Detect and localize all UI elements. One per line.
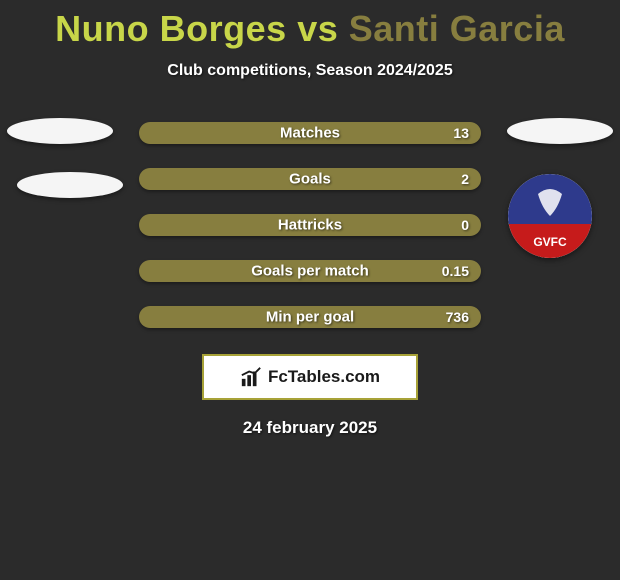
bar-value-right: 0.15 [442,263,469,279]
stat-bar: Goals 2 [139,168,481,190]
bar-label: Goals [289,171,331,188]
date-text: 24 february 2025 [0,418,620,438]
chart-area: GVFC Matches 13 Goals 2 Hattricks 0 Goals per … [0,122,620,438]
player2-avatar-placeholder [507,118,613,144]
brand-box: FcTables.com [202,354,418,400]
subtitle: Club competitions, Season 2024/2025 [0,62,620,80]
stat-bar: Matches 13 [139,122,481,144]
stat-bar: Hattricks 0 [139,214,481,236]
bar-value-right: 2 [461,171,469,187]
title-player2: Santi Garcia [349,8,565,49]
bar-value-right: 13 [453,125,469,141]
bar-value-right: 0 [461,217,469,233]
stat-bars: Matches 13 Goals 2 Hattricks 0 Goals per match… [139,122,481,328]
brand-text: FcTables.com [268,367,380,387]
page-title: Nuno Borges vs Santi Garcia [0,0,620,50]
bar-label: Min per goal [266,309,354,326]
club-badge-text: GVFC [533,235,567,249]
brand-suffix: Tables.com [288,367,380,386]
stat-bar: Goals per match 0.15 [139,260,481,282]
stat-bar: Min per goal 736 [139,306,481,328]
player1-avatar-placeholder [7,118,113,144]
player1-club-placeholder [17,172,123,198]
brand-prefix: Fc [268,367,288,386]
player2-club-badge: GVFC [508,174,592,258]
bar-label: Hattricks [278,217,342,234]
club-badge-svg: GVFC [508,174,592,258]
bar-chart-icon [240,366,262,388]
bar-label: Goals per match [251,263,369,280]
bar-value-right: 736 [446,309,469,325]
bar-label: Matches [280,125,340,142]
title-player1: Nuno Borges [55,8,287,49]
title-vs: vs [297,8,338,49]
